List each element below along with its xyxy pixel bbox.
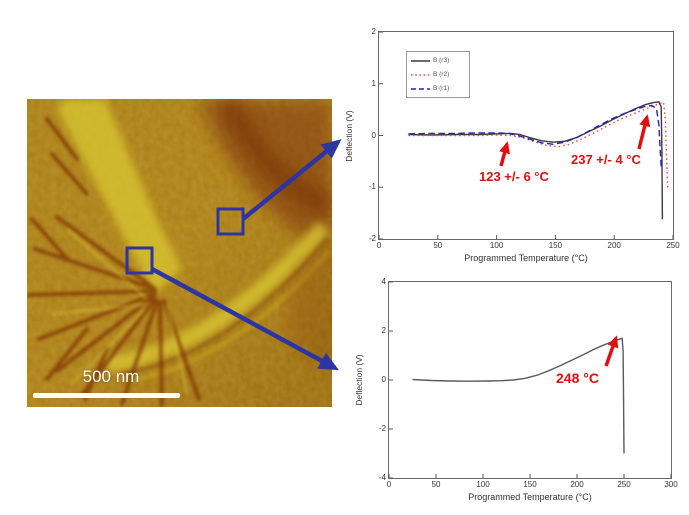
x-tick-label: 150 (523, 480, 537, 489)
y-tick-label: -2 (378, 424, 386, 433)
series-layer (378, 31, 674, 240)
legend-line-sample (411, 73, 430, 76)
annotation-123: 123 +/- 6 °C (479, 169, 549, 184)
data-series-b-r2- (408, 101, 669, 188)
x-tick-label: 50 (433, 241, 443, 250)
x-tick-label: 200 (570, 480, 584, 489)
annotation-arrow-icon (604, 335, 619, 367)
x-tick-label: 200 (607, 241, 621, 250)
afm-image: 500 nm (27, 99, 332, 407)
annotation-237: 237 +/- 4 °C (571, 152, 641, 167)
y-tick-label: -1 (368, 182, 376, 192)
data-series-b (412, 337, 625, 454)
bottom-chart: Deflection (V) -4 -2 0 2 4 0 50 100 150 200 250 30… (354, 277, 678, 502)
series-layer (388, 281, 672, 479)
top-chart-xlabel: Programmed Temperature (°C) (464, 253, 588, 263)
y-tick-column: -2 -1 0 1 2 (356, 27, 376, 243)
x-tick-label: 0 (376, 241, 382, 250)
y-tick-label: 2 (381, 326, 386, 335)
afm-texture (27, 99, 332, 407)
y-tick-label: 0 (371, 130, 376, 140)
legend-box: B (r3) B (r2) B (r1) (406, 51, 470, 98)
bottom-chart-xlabel: Programmed Temperature (°C) (468, 492, 592, 502)
scale-bar-label: 500 nm (82, 367, 140, 386)
legend-line-sample (411, 87, 430, 90)
data-series-b-r1- (408, 104, 662, 167)
x-tick-label: 250 (617, 480, 631, 489)
annotation-arrow-icon (499, 141, 511, 167)
x-tick-label: 300 (664, 480, 678, 489)
annotation-arrow-icon (637, 114, 651, 150)
x-tick-label: 100 (476, 480, 490, 489)
scale-bar (33, 393, 180, 398)
legend-entry: B (r1) (411, 85, 465, 92)
x-tick-label: 50 (431, 480, 441, 489)
legend-label: B (r2) (433, 71, 450, 78)
x-tick-label: 150 (548, 241, 563, 250)
x-tick-label: 100 (489, 241, 504, 250)
x-tick-row: 0 50 100 150 200 250 (376, 239, 680, 251)
legend-entry: B (r2) (411, 71, 465, 78)
legend-entry: B (r3) (411, 57, 465, 64)
y-tick-column: -4 -2 0 2 4 (366, 277, 386, 482)
legend-label: B (r3) (433, 57, 450, 64)
x-tick-label: 0 (386, 480, 392, 489)
y-tick-label: 1 (371, 78, 376, 88)
top-chart-ylabel: Deflection (V) (344, 109, 354, 162)
y-tick-label: 0 (381, 375, 386, 384)
x-tick-row: 0 50 100 150 200 250 300 (386, 478, 678, 490)
y-tick-label: -4 (378, 473, 386, 482)
x-tick-label: 250 (666, 241, 680, 250)
annotation-248: 248 °C (556, 370, 599, 386)
y-tick-label: 2 (371, 27, 376, 36)
legend-label: B (r1) (433, 85, 450, 92)
bottom-chart-ylabel: Deflection (V) (354, 354, 364, 406)
y-tick-label: 4 (381, 277, 386, 286)
legend-line-sample (411, 59, 430, 62)
top-chart: Deflection (V) -2 -1 0 1 2 0 50 100 150 200 250 P… (344, 27, 680, 263)
y-tick-label: -2 (368, 234, 376, 243)
